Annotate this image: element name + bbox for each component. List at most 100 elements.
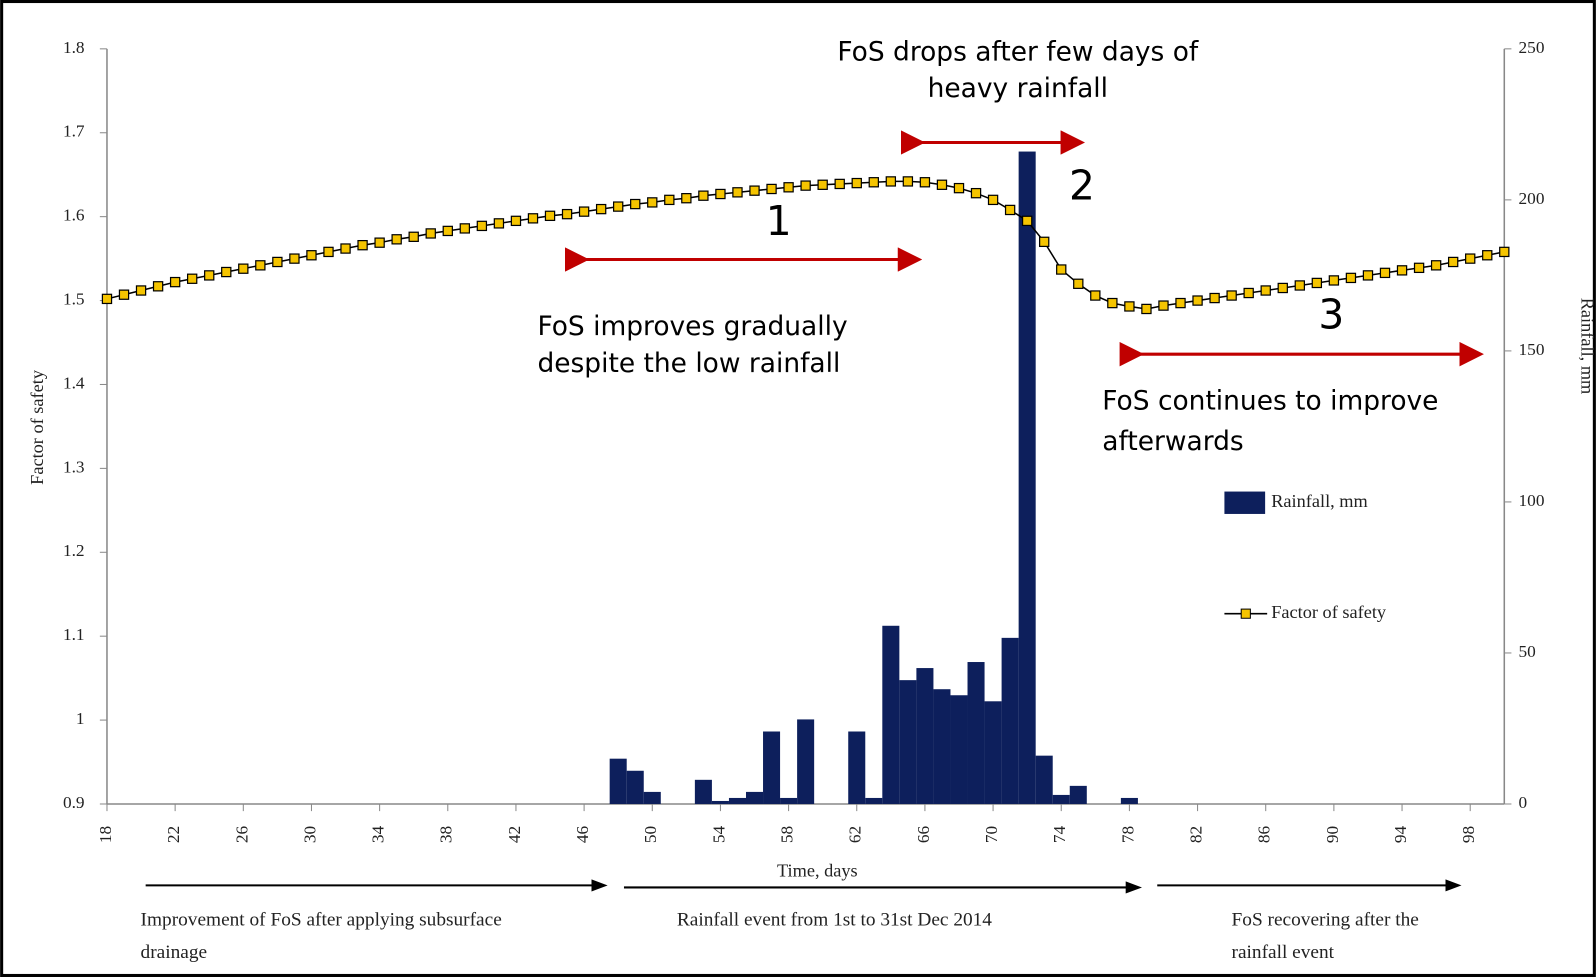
marker <box>493 218 505 229</box>
marker <box>425 228 436 239</box>
marker <box>1039 236 1050 248</box>
bar <box>763 731 781 804</box>
bar <box>780 797 798 804</box>
x-tick-label: 78 <box>1118 826 1137 843</box>
bar <box>694 779 712 804</box>
bar <box>797 719 815 804</box>
marker <box>527 213 539 224</box>
bar <box>933 689 951 804</box>
marker <box>1379 267 1391 279</box>
marker <box>374 237 385 248</box>
marker <box>135 285 147 296</box>
phase-label: rainfall event <box>1232 942 1335 963</box>
marker <box>1345 272 1357 284</box>
marker <box>340 243 351 254</box>
marker <box>851 177 862 189</box>
marker <box>186 273 198 284</box>
bar <box>1120 797 1138 804</box>
legend-label: Rainfall, mm <box>1271 491 1368 511</box>
marker <box>936 179 948 190</box>
legend-swatch <box>1224 491 1266 514</box>
marker <box>749 185 760 196</box>
marker <box>1465 253 1476 264</box>
marker <box>647 197 658 208</box>
marker <box>987 194 999 206</box>
bar <box>899 680 917 804</box>
marker <box>1209 292 1220 304</box>
marker <box>1158 300 1169 311</box>
y-tick-label: 0.9 <box>63 793 85 812</box>
marker <box>1124 301 1135 312</box>
bar <box>643 791 661 804</box>
marker <box>1482 250 1493 261</box>
bar <box>848 731 866 804</box>
marker <box>953 182 965 194</box>
phase-label: Improvement of FoS after applying subsur… <box>141 909 502 930</box>
bar <box>1069 785 1087 804</box>
marker <box>1499 246 1510 258</box>
marker <box>476 220 488 232</box>
annotation: afterwards <box>1102 426 1243 457</box>
marker <box>255 260 266 271</box>
marker <box>1260 285 1271 296</box>
annotation: 2 <box>1069 161 1095 209</box>
marker <box>1413 262 1425 274</box>
x-tick-label: 54 <box>709 826 728 844</box>
marker <box>834 178 845 190</box>
bar <box>1035 755 1053 804</box>
marker <box>612 201 624 212</box>
marker <box>1362 270 1374 281</box>
annotation: despite the low rainfall <box>537 348 840 379</box>
y-tick-label: 1.8 <box>63 38 85 57</box>
marker <box>1328 275 1340 286</box>
marker <box>817 179 828 190</box>
y2-tick-label: 100 <box>1519 491 1545 510</box>
marker <box>1294 280 1305 291</box>
marker <box>1311 277 1323 289</box>
marker <box>391 234 402 245</box>
bar <box>882 625 900 804</box>
marker <box>698 190 709 201</box>
x-tick-label: 86 <box>1255 826 1274 844</box>
marker <box>323 246 334 258</box>
marker <box>1447 256 1459 268</box>
marker <box>272 256 283 268</box>
y-tick-label: 1.5 <box>63 290 85 309</box>
marker <box>732 187 743 198</box>
marker <box>800 180 811 191</box>
x-tick-label: 66 <box>914 826 933 844</box>
marker <box>306 250 317 261</box>
marker <box>1175 297 1186 309</box>
bar <box>609 758 627 804</box>
marker <box>1141 303 1152 315</box>
marker <box>1396 265 1408 276</box>
marker <box>1090 290 1101 301</box>
bar <box>728 797 746 804</box>
marker <box>561 208 573 220</box>
y-tick-label: 1 <box>76 709 85 728</box>
marker <box>101 293 113 305</box>
bar <box>1018 151 1036 804</box>
y-axis-label: Factor of safety <box>27 369 47 485</box>
marker <box>902 176 914 187</box>
x-tick-label: 38 <box>437 826 456 843</box>
annotation: 3 <box>1318 291 1344 339</box>
y2-tick-label: 200 <box>1519 189 1545 208</box>
marker <box>459 223 471 234</box>
x-tick-label: 34 <box>369 826 388 844</box>
marker <box>681 193 692 204</box>
marker <box>783 182 794 193</box>
marker <box>595 203 607 215</box>
marker <box>970 187 982 199</box>
x-tick-label: 74 <box>1050 826 1069 844</box>
marker <box>630 198 641 210</box>
marker <box>442 225 453 237</box>
y2-tick-label: 250 <box>1519 38 1545 57</box>
marker <box>885 176 897 187</box>
marker <box>510 215 522 227</box>
bar <box>916 668 934 804</box>
x-tick-label: 90 <box>1323 826 1342 843</box>
